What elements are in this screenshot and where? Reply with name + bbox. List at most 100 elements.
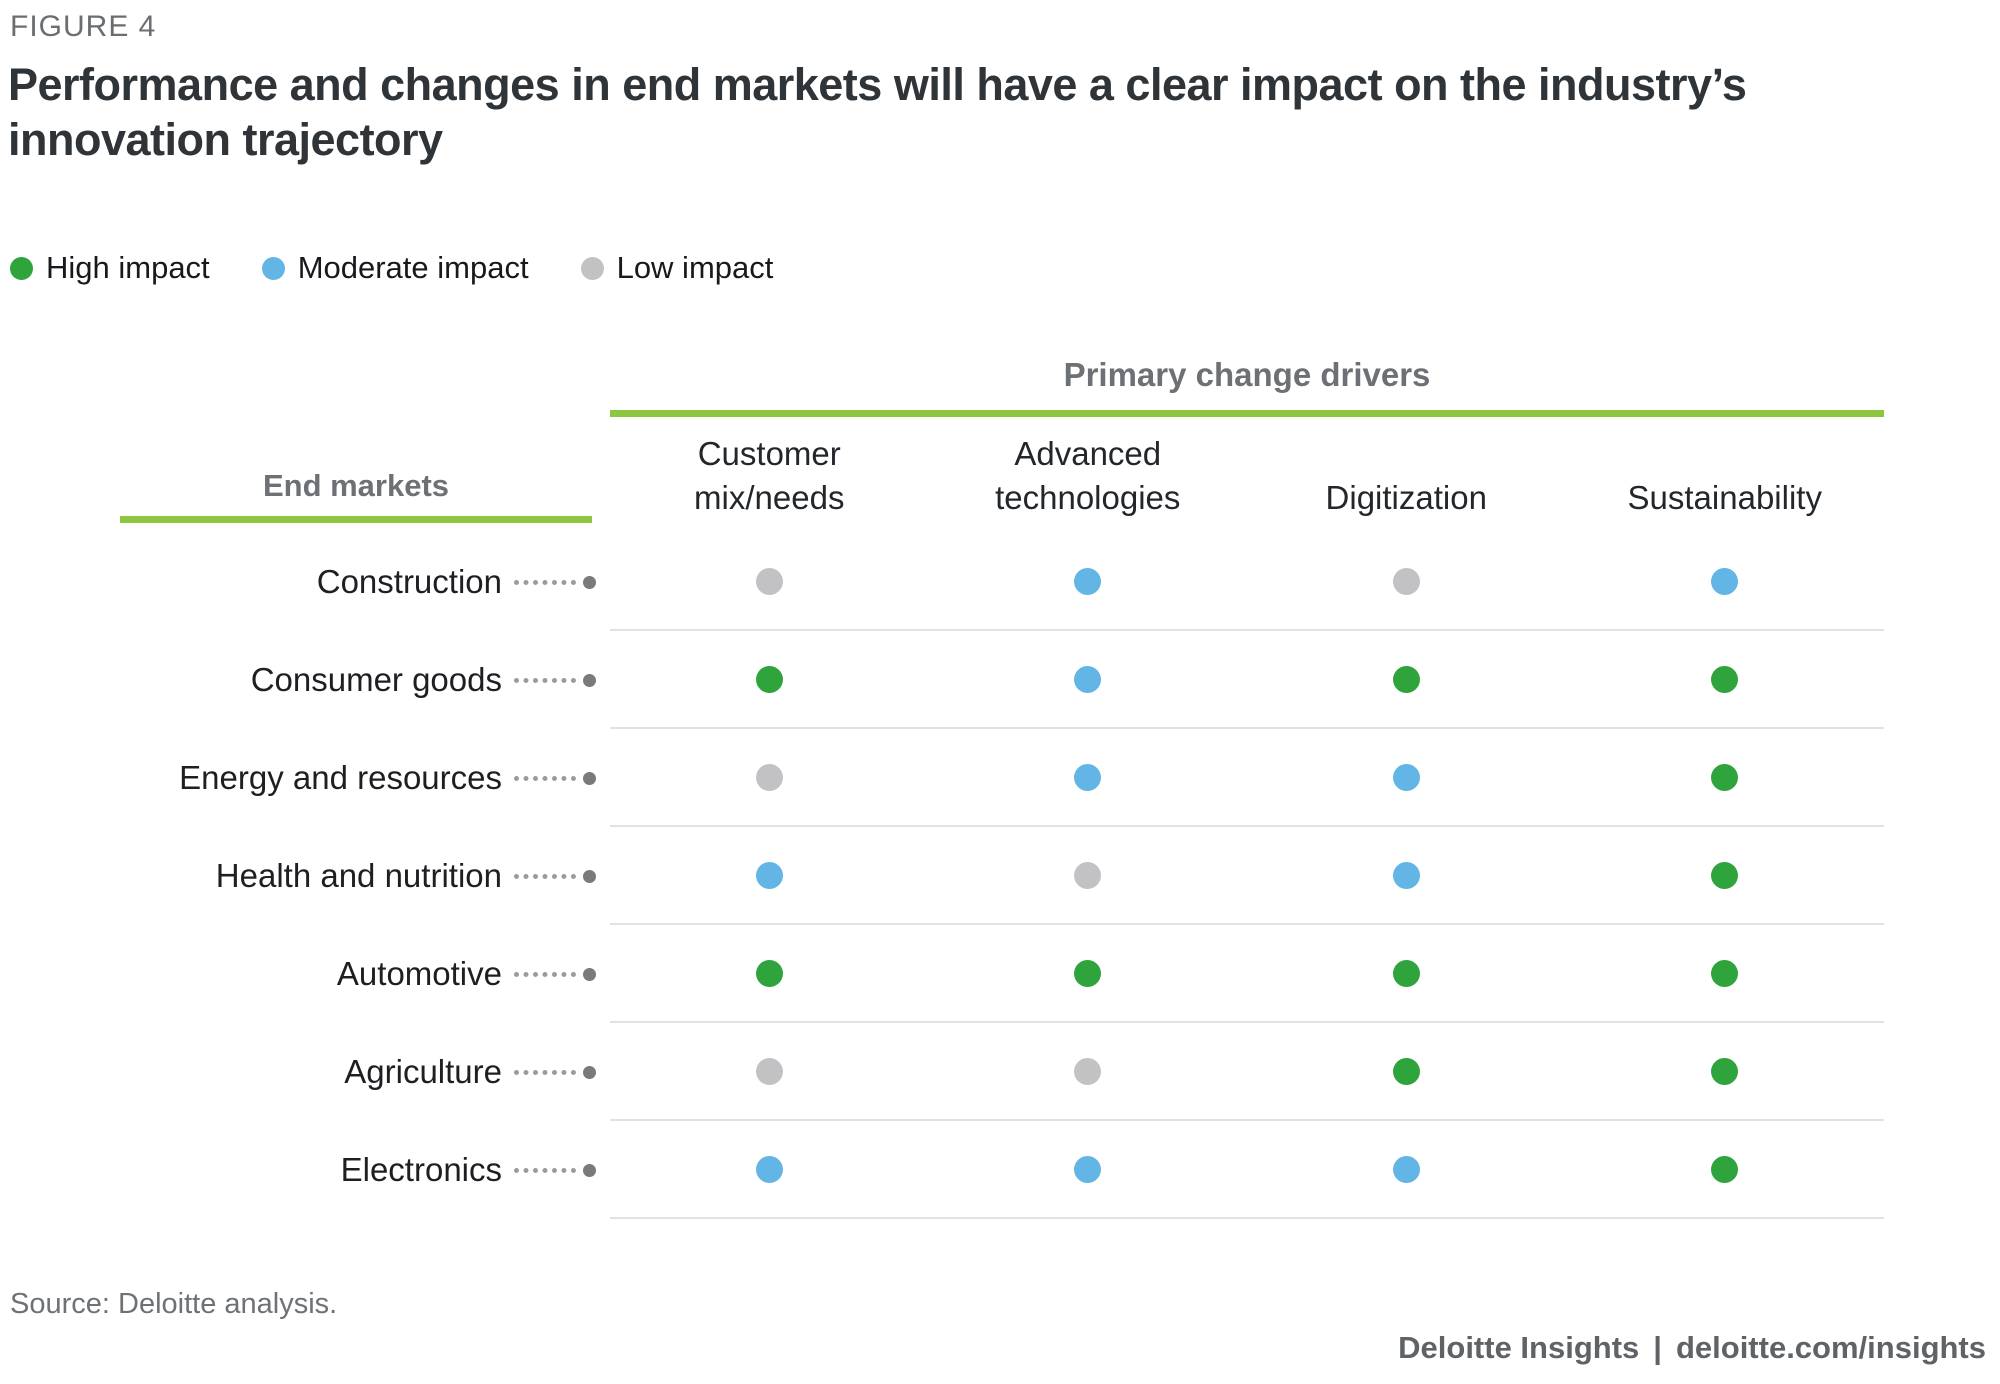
- matrix-cell: [610, 533, 929, 631]
- legend-label-high: High impact: [46, 250, 210, 285]
- matrix-cell: [610, 631, 929, 729]
- high-impact-dot-icon: [1074, 959, 1102, 987]
- column-header-row: End markets Customer mix/needs Advanced …: [0, 417, 1884, 533]
- row-label: Construction: [316, 563, 502, 600]
- moderate-impact-dot-icon: [1392, 1155, 1420, 1183]
- low-impact-dot-icon: [755, 1057, 783, 1085]
- row-label-cell: Consumer goods: [0, 631, 610, 729]
- column-group-header: Primary change drivers: [610, 356, 1884, 417]
- dotted-leader-line: [514, 1167, 576, 1173]
- row-label: Energy and resources: [179, 759, 502, 796]
- table-row: Health and nutrition: [0, 827, 1884, 925]
- matrix-cell: [1565, 925, 1884, 1023]
- matrix-cell: [1565, 1121, 1884, 1219]
- row-label-cell: Electronics: [0, 1121, 610, 1219]
- matrix-cell: [610, 1121, 929, 1219]
- matrix-cell: [1565, 631, 1884, 729]
- leader-end-dot-icon: [583, 967, 596, 981]
- low-impact-dot-icon: [755, 763, 783, 791]
- moderate-impact-dot-icon: [755, 861, 783, 889]
- row-group-header: End markets: [120, 468, 592, 523]
- matrix-cell: [1247, 533, 1566, 631]
- low-impact-dot-icon: [1074, 861, 1102, 889]
- leader-end-dot-icon: [583, 575, 596, 589]
- column-header-advanced-technologies: Advanced technologies: [929, 432, 1248, 533]
- leader-end-dot-icon: [583, 771, 596, 785]
- high-impact-dot-icon: [1711, 1155, 1739, 1183]
- moderate-impact-dot-icon: [1392, 763, 1420, 791]
- matrix-cell: [1247, 631, 1566, 729]
- matrix-cell: [928, 729, 1247, 827]
- dotted-leader-line: [514, 873, 576, 879]
- legend-label-low: Low impact: [616, 250, 774, 285]
- footer-branding: Deloitte Insights | deloitte.com/insight…: [1398, 1330, 1986, 1366]
- dotted-leader-line: [514, 971, 576, 977]
- high-impact-dot-icon: [10, 256, 33, 280]
- leader-end-dot-icon: [583, 673, 596, 687]
- moderate-impact-dot-icon: [1392, 861, 1420, 889]
- matrix-cell: [1247, 1023, 1566, 1121]
- low-impact-dot-icon: [580, 256, 604, 280]
- matrix-cell: [928, 827, 1247, 925]
- moderate-impact-dot-icon: [755, 1155, 783, 1183]
- table-row: Agriculture: [0, 1023, 1884, 1121]
- column-header-customer-mix-needs: Customer mix/needs: [610, 432, 929, 533]
- row-label-cell: Automotive: [0, 925, 610, 1023]
- legend-label-moderate: Moderate impact: [297, 250, 529, 285]
- column-header-label: Sustainability: [1627, 479, 1822, 517]
- low-impact-dot-icon: [1074, 1057, 1102, 1085]
- moderate-impact-dot-icon: [1711, 567, 1739, 595]
- moderate-impact-dot-icon: [1074, 763, 1102, 791]
- matrix-cell: [1247, 1121, 1566, 1219]
- empty-corner-cell: [0, 356, 610, 417]
- low-impact-dot-icon: [755, 567, 783, 595]
- high-impact-dot-icon: [1711, 861, 1739, 889]
- moderate-impact-dot-icon: [261, 256, 285, 280]
- row-label-cell: Agriculture: [0, 1023, 610, 1121]
- table-row: Automotive: [0, 925, 1884, 1023]
- high-impact-dot-icon: [1392, 959, 1420, 987]
- matrix-cell: [928, 533, 1247, 631]
- high-impact-dot-icon: [1711, 763, 1739, 791]
- matrix-cell: [610, 925, 929, 1023]
- matrix-cell: [610, 1023, 929, 1121]
- legend-item-high: High impact: [10, 250, 210, 286]
- high-impact-dot-icon: [1711, 665, 1739, 693]
- legend-item-moderate: Moderate impact: [261, 250, 529, 286]
- dotted-leader-line: [514, 1069, 576, 1075]
- matrix-cell: [928, 631, 1247, 729]
- column-header-digitization: Digitization: [1247, 476, 1566, 533]
- moderate-impact-dot-icon: [1074, 567, 1102, 595]
- column-header-label: Customer mix/needs: [694, 434, 845, 517]
- column-header-label: Digitization: [1325, 479, 1487, 517]
- moderate-impact-dot-icon: [1074, 665, 1102, 693]
- dotted-leader-line: [514, 775, 576, 781]
- table-row: Construction: [0, 533, 1884, 631]
- row-label: Consumer goods: [250, 661, 502, 698]
- row-label: Agriculture: [344, 1053, 502, 1090]
- high-impact-dot-icon: [1392, 1057, 1420, 1085]
- legend: High impact Moderate impact Low impact: [10, 250, 773, 286]
- table-row: Energy and resources: [0, 729, 1884, 827]
- footer-brand: Deloitte Insights: [1398, 1330, 1640, 1365]
- low-impact-dot-icon: [1392, 567, 1420, 595]
- figure-label: FIGURE 4: [10, 10, 157, 43]
- footer-url: deloitte.com/insights: [1675, 1330, 1986, 1365]
- leader-end-dot-icon: [583, 1163, 596, 1177]
- high-impact-dot-icon: [1711, 1057, 1739, 1085]
- footer-separator: |: [1653, 1330, 1662, 1365]
- matrix-rows: Construction Consumer goods Energy and res…: [0, 533, 1884, 1219]
- matrix-cell: [1565, 1023, 1884, 1121]
- matrix-cell: [610, 729, 929, 827]
- matrix-cell: [610, 827, 929, 925]
- column-header-label: Advanced technologies: [995, 434, 1181, 517]
- column-header-sustainability: Sustainability: [1566, 476, 1885, 533]
- dotted-leader-line: [514, 677, 576, 683]
- matrix-cell: [1247, 827, 1566, 925]
- table-row: Electronics: [0, 1121, 1884, 1219]
- matrix-cell: [1565, 533, 1884, 631]
- chart-title: Performance and changes in end markets w…: [8, 59, 1747, 165]
- row-label: Electronics: [340, 1151, 502, 1188]
- row-label-cell: Health and nutrition: [0, 827, 610, 925]
- row-label: Health and nutrition: [215, 857, 502, 894]
